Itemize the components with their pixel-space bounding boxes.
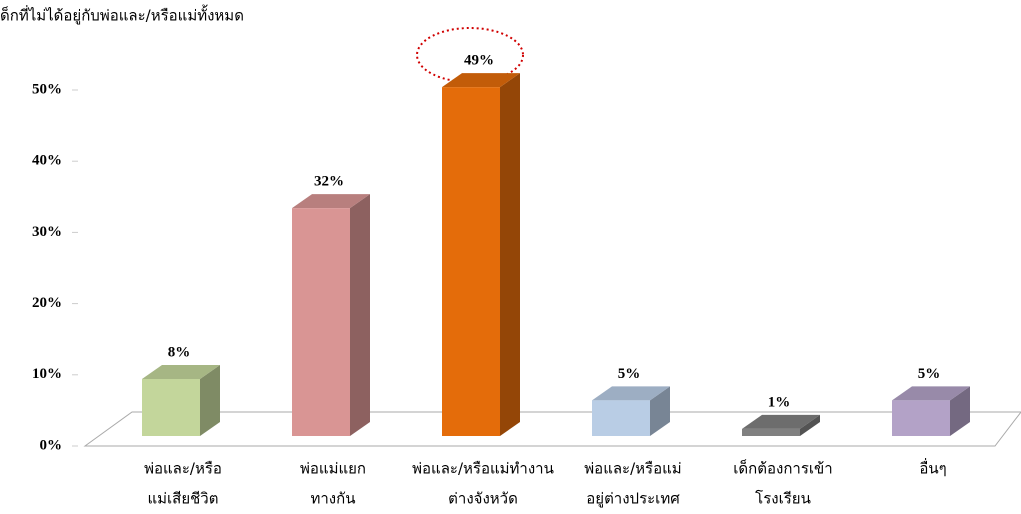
bar xyxy=(292,194,370,436)
bar-side xyxy=(800,414,820,436)
bar-side xyxy=(950,386,970,436)
bar-front xyxy=(592,400,650,436)
y-tick-label: 10% xyxy=(32,366,62,382)
bar-top xyxy=(592,386,670,401)
chart-title: ด็กที่ไม่ได้อยู่กับพ่อและ/หรือแม่ทั้งหมด xyxy=(0,5,244,25)
x-tick-label: เด็กต้องการเข้า xyxy=(733,459,832,478)
x-tick-label: พ่อและ/หรือแม่ xyxy=(584,460,681,478)
bar-side xyxy=(650,386,670,436)
y-tick-label: 50% xyxy=(32,81,62,97)
x-tick-label: อยู่ต่างประเทศ xyxy=(586,490,680,508)
data-label: 49% xyxy=(464,53,494,69)
x-tick-label: พ่อแม่แยก xyxy=(300,460,366,478)
bar xyxy=(742,414,820,436)
data-label: 32% xyxy=(314,174,344,190)
bar-front xyxy=(892,400,950,436)
bar-top xyxy=(892,386,970,401)
bar-front xyxy=(142,379,200,436)
bar-top xyxy=(442,73,520,88)
bar-side xyxy=(350,194,370,436)
x-tick-label: ต่างจังหวัด xyxy=(448,490,518,508)
x-tick-label: พ่อและ/หรือ xyxy=(144,460,222,478)
highlight-circle xyxy=(416,27,524,83)
bar-front xyxy=(742,428,800,436)
bar-side xyxy=(500,73,520,437)
x-tick-label: อื่นๆ xyxy=(919,458,946,478)
y-tick-label: 40% xyxy=(32,153,62,169)
data-label: 8% xyxy=(168,344,191,360)
bar-top xyxy=(142,365,220,380)
bar-front xyxy=(442,87,500,437)
bar xyxy=(142,365,220,436)
bar-side xyxy=(200,365,220,436)
x-tick-label: โรงเรียน xyxy=(755,490,811,508)
data-label: 5% xyxy=(918,366,941,382)
y-tick-label: 20% xyxy=(32,295,62,311)
bar-top xyxy=(292,194,370,209)
x-tick-label: แม่เสียชีวิต xyxy=(148,490,219,508)
x-tick-label: ทางกัน xyxy=(311,490,356,508)
y-tick-label: 30% xyxy=(32,224,62,240)
data-label: 5% xyxy=(618,366,641,382)
data-label: 1% xyxy=(768,394,791,410)
bar-front xyxy=(292,208,350,436)
y-tick-label: 0% xyxy=(40,437,63,453)
floor xyxy=(83,411,1021,447)
x-tick-label: พ่อและ/หรือแม่ทำงาน xyxy=(412,460,554,478)
bar xyxy=(892,386,970,436)
bar xyxy=(442,73,520,437)
bar xyxy=(592,386,670,436)
bar-top xyxy=(742,414,820,429)
